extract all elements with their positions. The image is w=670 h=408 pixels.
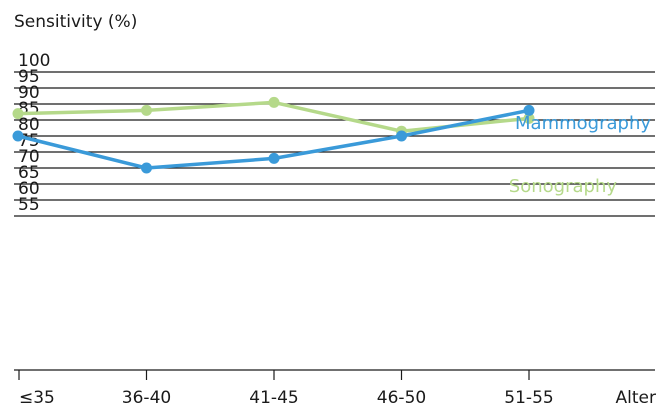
x-tick-label-0: ≤35 <box>19 388 55 408</box>
mammography-label: Mammography <box>515 113 651 134</box>
x-axis: ≤35 36-40 41-45 46-50 51-55 <box>14 369 655 408</box>
sonography-point-1 <box>141 104 152 116</box>
grid-lines <box>14 71 655 217</box>
mammography-point-1 <box>141 162 152 174</box>
sonography-point-2 <box>268 96 280 108</box>
sonography-point-0 <box>12 108 24 120</box>
y-axis-title: Sensitivity (%) <box>14 12 137 32</box>
x-tick-label-1: 36-40 <box>122 388 171 408</box>
y-tick-label-55: 55 <box>18 195 40 215</box>
y-tick-label-65: 65 <box>18 163 40 183</box>
y-tick-label-90: 90 <box>18 83 40 103</box>
y-tick-label-95: 95 <box>18 67 40 87</box>
x-tick-label-3: 46-50 <box>377 388 426 408</box>
mammography-point-4 <box>523 104 535 116</box>
y-tick-label-70: 70 <box>18 147 40 167</box>
x-axis-title: Alter <box>616 388 656 408</box>
sonography-point-4 <box>523 112 535 124</box>
y-tick-label-60: 60 <box>18 179 40 199</box>
series: Sonography Mammography <box>12 96 651 197</box>
x-tick-label-2: 41-45 <box>249 388 298 408</box>
x-tick-label-4: 51-55 <box>504 388 553 408</box>
mammography-series: Mammography <box>12 104 651 174</box>
y-tick-label-100: 100 <box>18 51 50 71</box>
y-tick-label-80: 80 <box>18 115 40 135</box>
mammography-point-3 <box>396 130 407 142</box>
sonography-label: Sonography <box>509 176 618 197</box>
mammography-point-2 <box>268 152 280 164</box>
mammography-point-0 <box>12 130 24 142</box>
